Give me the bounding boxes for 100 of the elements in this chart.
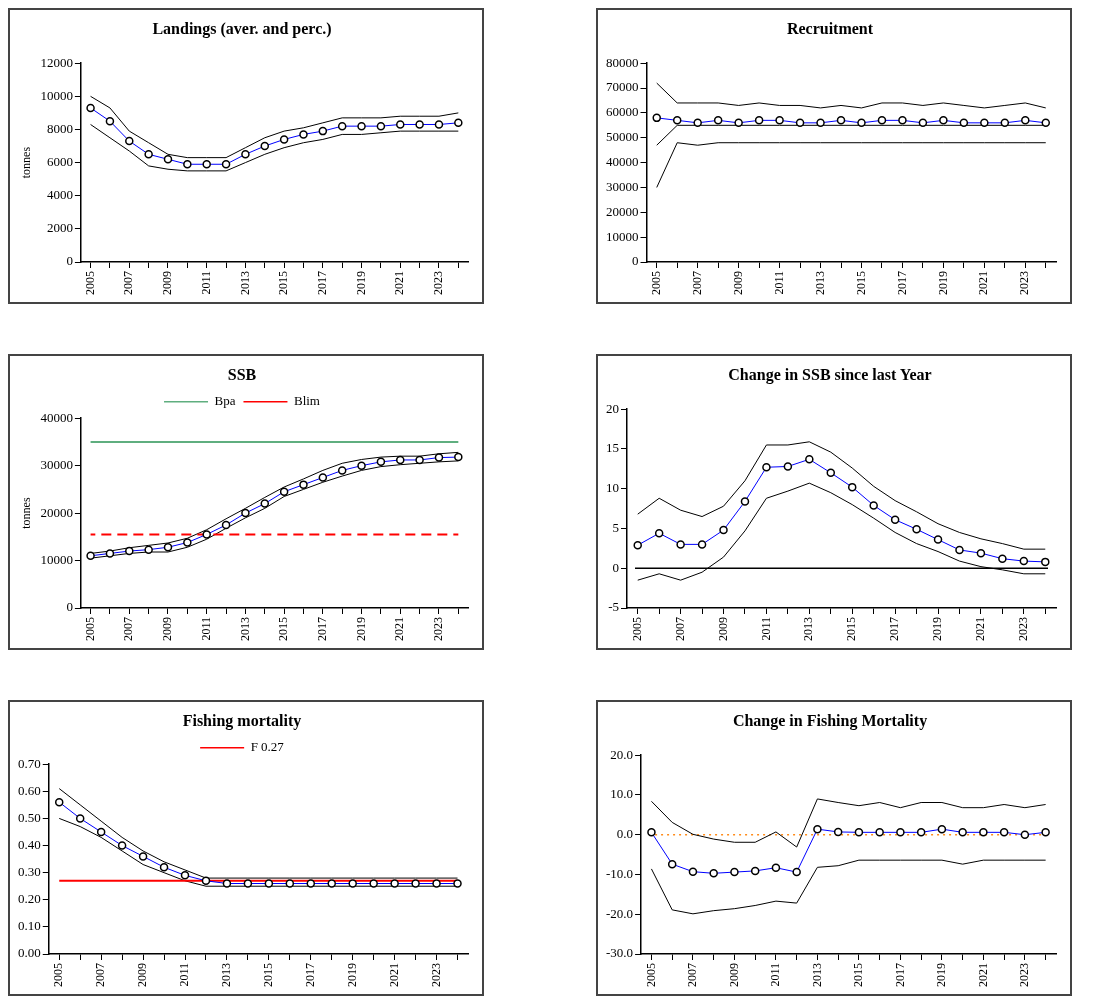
y-tick-label: 6000 — [46, 154, 73, 170]
x-tick-label: 2017 — [314, 617, 329, 641]
y-axis-title: tonnes — [19, 146, 34, 179]
x-tick-label: 2011 — [177, 963, 192, 987]
x-tick-label: 2021 — [976, 271, 991, 295]
x-tick-label: 2023 — [1015, 617, 1030, 641]
x-tick-label: 2007 — [121, 617, 136, 641]
x-tick-label: 2007 — [93, 963, 108, 987]
y-tick-label: -20.0 — [605, 905, 634, 921]
x-tick-label: 2021 — [392, 271, 407, 295]
y-tick-label: 0.0 — [616, 826, 634, 842]
x-tick-label: 2005 — [643, 963, 658, 987]
y-axis-title: tonnes — [19, 497, 34, 529]
chart-title: Landings (aver. and perc.) — [152, 19, 332, 38]
chart-title: Change in Fishing Mortality — [732, 711, 928, 730]
y-tick-label: 10000 — [606, 228, 639, 244]
y-tick-label: 0 — [66, 253, 73, 269]
x-tick-label: 2017 — [894, 271, 909, 295]
y-tick-label: 0 — [66, 599, 73, 615]
y-tick-label: 0.00 — [18, 945, 41, 961]
x-tick-label: 2011 — [768, 963, 783, 987]
y-tick-label: -5 — [608, 599, 619, 615]
y-tick-label: 80000 — [606, 54, 639, 70]
y-tick-label: 0 — [632, 253, 639, 269]
x-tick-label: 2013 — [812, 271, 827, 295]
y-tick-label: 50000 — [606, 129, 639, 145]
y-tick-label: 0.70 — [18, 755, 41, 771]
x-tick-label: 2015 — [844, 617, 859, 641]
x-tick-label: 2019 — [930, 617, 945, 641]
x-tick-label: 2013 — [809, 963, 824, 987]
x-tick-label: 2015 — [851, 963, 866, 987]
y-tick-label: 0.40 — [18, 836, 41, 852]
x-tick-label: 2015 — [261, 963, 276, 987]
y-tick-label: 0.20 — [18, 891, 41, 907]
y-tick-label: 40000 — [40, 409, 73, 425]
x-tick-label: 2019 — [353, 617, 368, 641]
x-tick-label: 2015 — [276, 617, 291, 641]
x-tick-label: 2019 — [344, 963, 359, 987]
x-tick-label: 2023 — [431, 617, 446, 641]
x-tick-label: 2013 — [237, 617, 252, 641]
x-tick-label: 2019 — [353, 271, 368, 295]
legend-label: Blim — [293, 393, 320, 409]
x-tick-label: 2009 — [726, 963, 741, 987]
y-tick-label: 20 — [606, 400, 619, 416]
chart-title: Fishing mortality — [182, 711, 302, 730]
y-tick-label: 30000 — [606, 178, 639, 194]
y-tick-label: 40000 — [606, 154, 639, 170]
x-tick-label: 2019 — [935, 271, 950, 295]
x-tick-label: 2015 — [276, 271, 291, 295]
x-tick-label: 2009 — [730, 271, 745, 295]
y-tick-label: 4000 — [46, 187, 73, 203]
y-tick-label: 10000 — [40, 87, 73, 103]
y-tick-label: 15 — [606, 440, 619, 456]
chart-title: Recruitment — [786, 19, 874, 37]
x-tick-label: 2011 — [758, 617, 773, 641]
y-tick-label: 60000 — [606, 104, 639, 120]
x-tick-label: 2005 — [51, 963, 66, 987]
x-tick-label: 2017 — [314, 271, 329, 295]
x-tick-label: 2015 — [853, 271, 868, 295]
x-tick-label: 2021 — [386, 963, 401, 987]
y-tick-label: 0.30 — [18, 864, 41, 880]
legend-label: F 0.27 — [250, 739, 285, 755]
x-tick-label: 2013 — [237, 271, 252, 295]
x-tick-label: 2017 — [892, 963, 907, 987]
x-tick-label: 2021 — [973, 617, 988, 641]
x-tick-label: 2009 — [715, 617, 730, 641]
x-tick-label: 2021 — [392, 617, 407, 641]
x-tick-label: 2013 — [801, 617, 816, 641]
x-tick-label: 2023 — [428, 963, 443, 987]
y-tick-label: 20000 — [606, 203, 639, 219]
chart-title: Change in SSB since last Year — [728, 365, 932, 384]
x-tick-label: 2007 — [689, 271, 704, 295]
x-tick-label: 2005 — [648, 271, 663, 295]
x-tick-label: 2009 — [160, 271, 175, 295]
legend-label: Bpa — [214, 393, 236, 409]
y-tick-label: 10 — [606, 480, 619, 496]
y-tick-label: 70000 — [606, 79, 639, 95]
x-tick-label: 2023 — [431, 271, 446, 295]
y-tick-label: 0.10 — [18, 918, 41, 934]
y-tick-label: 20000 — [40, 504, 73, 520]
y-tick-label: 8000 — [46, 120, 73, 136]
y-tick-label: -30.0 — [605, 945, 634, 961]
y-tick-label: 10000 — [40, 551, 73, 567]
x-tick-label: 2023 — [1017, 963, 1032, 987]
x-tick-label: 2009 — [160, 617, 175, 641]
x-tick-label: 2007 — [672, 617, 687, 641]
x-tick-label: 2013 — [219, 963, 234, 987]
y-tick-label: 0.60 — [18, 782, 41, 798]
x-tick-label: 2011 — [198, 617, 213, 641]
x-tick-label: 2017 — [887, 617, 902, 641]
y-tick-label: 2000 — [46, 220, 73, 236]
y-tick-label: 12000 — [40, 54, 73, 70]
x-tick-label: 2005 — [82, 617, 97, 641]
x-tick-label: 2011 — [771, 271, 786, 295]
x-tick-label: 2005 — [629, 617, 644, 641]
y-tick-label: 0.50 — [18, 809, 41, 825]
x-tick-label: 2021 — [975, 963, 990, 987]
x-tick-label: 2009 — [135, 963, 150, 987]
y-tick-label: 10.0 — [610, 786, 634, 802]
x-tick-label: 2023 — [1017, 271, 1032, 295]
